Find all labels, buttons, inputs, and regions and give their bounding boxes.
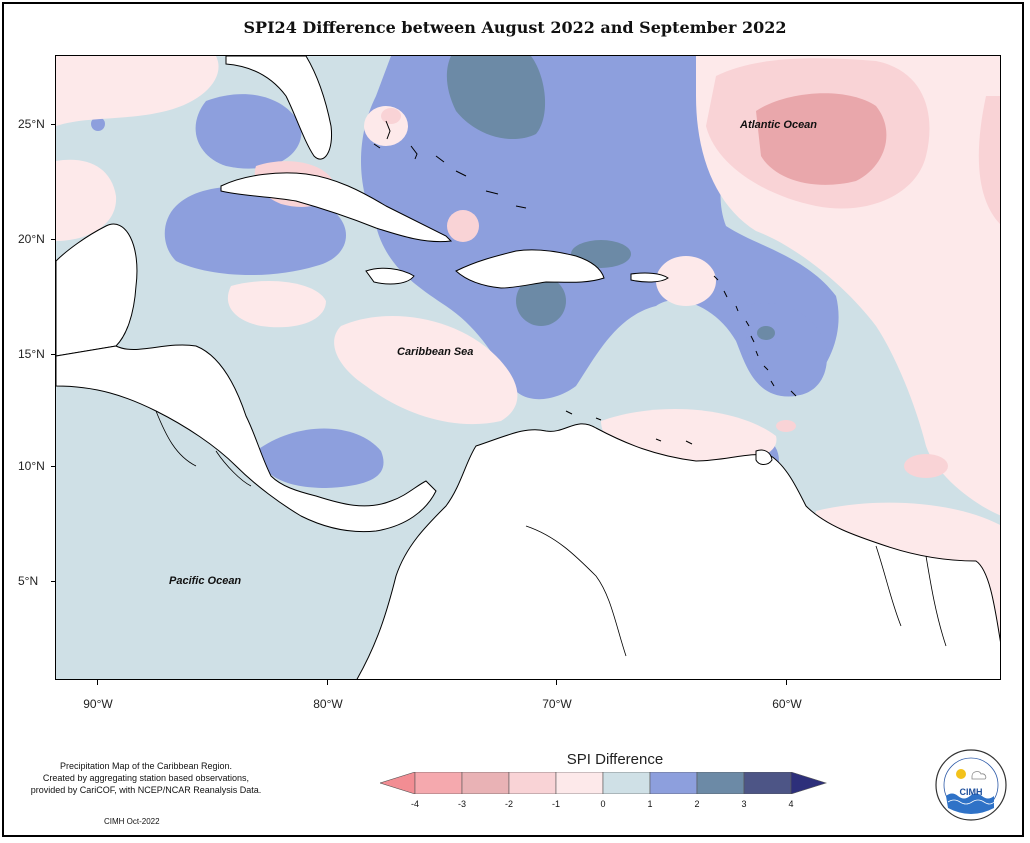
legend-tick: 4 xyxy=(788,799,794,809)
strong-positive-haiti xyxy=(516,276,566,326)
negative-spot-south xyxy=(776,420,796,432)
negative-spot-bahamas-core xyxy=(381,108,401,124)
lat-label-5: 5°N xyxy=(18,574,39,588)
cimh-logo xyxy=(935,749,1007,821)
lat-label-10: 10°N xyxy=(18,459,45,473)
lon-tick-80 xyxy=(327,680,328,685)
lat-tick-15 xyxy=(51,354,55,355)
negative-spot-atlantic-south xyxy=(904,454,948,478)
legend-swatch-6 xyxy=(649,772,698,794)
negative-zone-caribbean xyxy=(334,316,518,425)
legend-arrow-high xyxy=(790,772,828,794)
positive-zone-west xyxy=(164,186,346,276)
negative-zone-northwest xyxy=(56,56,219,126)
cimh-logo-text: CIMH xyxy=(959,787,983,797)
strong-positive-martinique xyxy=(757,326,775,340)
land-central-america xyxy=(56,344,437,533)
legend-tick: 0 xyxy=(600,799,606,809)
legend-tick: -4 xyxy=(410,799,419,809)
land-mexico xyxy=(56,223,138,357)
lat-tick-5 xyxy=(51,581,55,582)
legend-colorbar xyxy=(380,772,828,794)
sun-icon xyxy=(956,769,966,779)
wave-icon xyxy=(946,793,994,814)
legend-arrow-low xyxy=(380,772,416,794)
credit-text: CIMH Oct-2022 xyxy=(104,817,160,826)
cloud-icon xyxy=(971,771,987,780)
lat-label-15: 15°N xyxy=(18,347,45,361)
lat-tick-25 xyxy=(51,124,55,125)
land-masses xyxy=(56,56,1000,679)
legend-tick: -3 xyxy=(457,799,466,809)
legend-tick: 1 xyxy=(647,799,653,809)
land-puertorico xyxy=(630,272,669,283)
label-caribbean-sea: Caribbean Sea xyxy=(397,346,474,358)
lon-label-70: 70°W xyxy=(542,697,572,711)
source-note: Precipitation Map of the Caribbean Regio… xyxy=(6,760,286,796)
negative-zone-east xyxy=(978,96,1000,224)
legend-tick: 2 xyxy=(694,799,700,809)
legend-swatch-4 xyxy=(555,772,604,794)
map-panel[interactable] xyxy=(55,55,1001,680)
legend-tick: -1 xyxy=(551,799,560,809)
negative-zone-mexico-east xyxy=(56,159,117,241)
positive-zone-gulf xyxy=(195,94,302,169)
land-cuba xyxy=(220,172,453,243)
legend-swatch-3 xyxy=(508,772,557,794)
lon-label-80: 80°W xyxy=(313,697,343,711)
legend-swatch-7 xyxy=(696,772,745,794)
lon-tick-70 xyxy=(556,680,557,685)
land-hispaniola xyxy=(455,249,605,289)
legend-tick: 3 xyxy=(741,799,747,809)
legend-swatch-5 xyxy=(602,772,651,794)
lon-tick-90 xyxy=(97,680,98,685)
land-florida xyxy=(225,56,333,160)
note-line-3: provided by CariCOF, with NCEP/NCAR Rean… xyxy=(30,785,262,795)
lat-tick-20 xyxy=(51,239,55,240)
negative-spot-eastcuba xyxy=(447,210,479,242)
lon-label-90: 90°W xyxy=(83,697,113,711)
legend-swatch-8 xyxy=(743,772,792,794)
lat-label-20: 20°N xyxy=(18,232,45,246)
label-pacific-ocean: Pacific Ocean xyxy=(169,575,242,587)
positive-spot-1 xyxy=(91,117,105,131)
negative-zone-north-caribbean xyxy=(227,281,326,328)
note-line-2: Created by aggregating station based obs… xyxy=(42,773,250,783)
negative-spot-leeward xyxy=(656,256,716,306)
land-trinidad xyxy=(755,449,773,465)
legend-swatch-1 xyxy=(414,772,463,794)
legend-title: SPI Difference xyxy=(566,751,664,768)
land-south-america xyxy=(356,423,1000,679)
positive-zone-panama xyxy=(256,428,384,488)
country-borders xyxy=(155,410,947,657)
negative-zone-atlantic-core xyxy=(756,93,887,185)
map-title: SPI24 Difference between August 2022 and… xyxy=(243,18,787,37)
legend-tick: -2 xyxy=(504,799,513,809)
label-atlantic-ocean: Atlantic Ocean xyxy=(740,119,818,131)
strong-positive-bahamas xyxy=(446,56,546,140)
small-islands xyxy=(373,120,797,445)
lon-tick-60 xyxy=(786,680,787,685)
lat-tick-10 xyxy=(51,466,55,467)
lon-label-60: 60°W xyxy=(772,697,802,711)
land-jamaica xyxy=(365,267,415,285)
note-line-1: Precipitation Map of the Caribbean Regio… xyxy=(59,761,233,771)
lat-label-25: 25°N xyxy=(18,117,45,131)
legend-swatch-2 xyxy=(461,772,510,794)
spi-map xyxy=(56,56,1000,679)
